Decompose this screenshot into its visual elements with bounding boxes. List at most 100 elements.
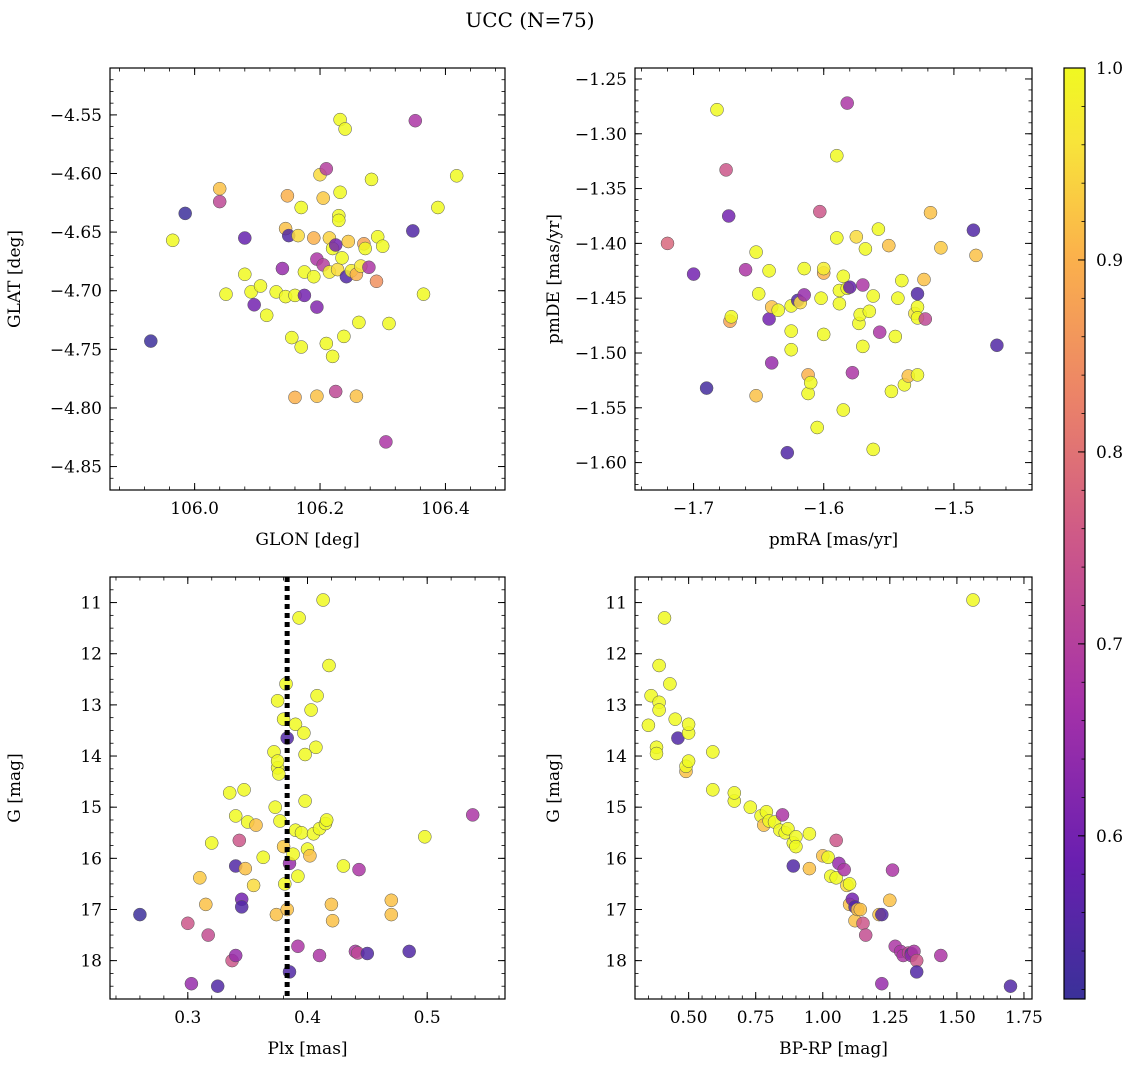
data-point xyxy=(418,830,432,844)
y-tick-label: 13 xyxy=(605,696,627,716)
points xyxy=(144,112,464,449)
data-point xyxy=(310,389,324,403)
x-tick-label: 0.3 xyxy=(174,1008,201,1028)
data-point xyxy=(842,877,857,891)
data-point xyxy=(910,287,925,301)
data-point xyxy=(294,826,309,840)
data-point xyxy=(228,809,243,823)
data-point xyxy=(212,194,227,209)
colorbar-tick-label: 0.9 xyxy=(1096,251,1123,271)
data-point xyxy=(830,148,844,163)
y-tick-label: −4.80 xyxy=(50,399,102,419)
data-point xyxy=(816,261,831,276)
x-tick-label: 106.0 xyxy=(170,499,219,519)
data-point xyxy=(866,442,880,457)
x-axis-label: BP-RP [mag] xyxy=(779,1039,888,1059)
data-point xyxy=(1003,979,1018,993)
data-point xyxy=(934,948,948,963)
data-point xyxy=(832,296,847,311)
data-point xyxy=(322,658,336,673)
y-tick-label: 11 xyxy=(605,594,627,614)
data-point xyxy=(335,251,349,265)
colorbar-tick-label: 0.6 xyxy=(1096,827,1123,847)
data-point xyxy=(743,800,758,814)
data-point xyxy=(724,310,739,324)
data-point xyxy=(253,279,268,293)
data-point xyxy=(246,878,261,893)
data-point xyxy=(382,316,396,331)
scatter-panel-3: 0.3 0.4 0.5 11 12 13 14 15 16 17 18 Plx [mas] G [mag… xyxy=(5,576,506,1059)
data-point xyxy=(649,746,664,761)
data-point xyxy=(408,113,423,128)
scatter-panel-4: 0.50 0.75 1.00 1.25 1.50 1.75 11 12 13 14 15 16 17 18… xyxy=(544,576,1043,1059)
data-point xyxy=(270,694,285,708)
data-point xyxy=(212,181,227,196)
colorbar-tick-label: 0.8 xyxy=(1096,443,1123,463)
y-tick-label: 14 xyxy=(605,747,627,767)
data-point xyxy=(268,800,282,814)
y-axis-label: G [mag] xyxy=(544,753,564,822)
data-point xyxy=(829,833,843,848)
y-tick-label: 18 xyxy=(80,952,102,972)
data-point xyxy=(810,420,824,435)
points xyxy=(641,593,1018,993)
y-tick-label: −4.55 xyxy=(50,106,102,126)
data-point xyxy=(719,163,733,177)
data-point xyxy=(837,862,851,877)
data-point xyxy=(298,747,312,762)
data-point xyxy=(238,861,253,876)
data-point xyxy=(465,808,480,822)
data-point xyxy=(721,209,736,223)
colorbar-tick-label: 1.0 xyxy=(1096,59,1123,79)
data-point xyxy=(352,862,366,877)
data-point xyxy=(259,308,274,323)
data-point xyxy=(247,298,261,312)
data-point xyxy=(298,794,312,808)
data-point xyxy=(856,278,870,292)
x-tick-label: 0.50 xyxy=(670,1008,708,1028)
data-point xyxy=(384,907,399,922)
data-point xyxy=(652,703,666,717)
x-tick-label: 1.25 xyxy=(871,1008,909,1028)
data-point xyxy=(449,169,464,183)
y-tick-label: −1.50 xyxy=(575,344,627,364)
data-point xyxy=(333,185,347,200)
data-point xyxy=(307,269,321,284)
y-tick-label: −4.70 xyxy=(50,282,102,302)
y-tick-label: 16 xyxy=(605,849,627,869)
data-point xyxy=(280,189,295,203)
x-tick-label: 0.75 xyxy=(737,1008,775,1028)
data-point xyxy=(710,102,724,117)
data-point xyxy=(384,893,399,908)
data-point xyxy=(784,324,798,338)
data-point xyxy=(802,827,817,841)
x-tick-label: −1.7 xyxy=(673,499,714,519)
data-point xyxy=(764,356,779,370)
data-point xyxy=(858,242,873,256)
points xyxy=(133,593,480,993)
data-point xyxy=(319,813,334,827)
data-point xyxy=(291,869,305,883)
points xyxy=(660,96,1004,460)
data-point xyxy=(402,944,416,959)
x-tick-label: 1.00 xyxy=(804,1008,842,1028)
x-axis-label: pmRA [mas/yr] xyxy=(769,530,898,550)
data-point xyxy=(803,375,818,390)
colorbar-tick-label: 0.7 xyxy=(1096,635,1123,655)
plot-frame xyxy=(634,576,1033,1000)
data-point xyxy=(843,280,857,294)
data-point xyxy=(910,368,925,382)
data-point xyxy=(660,236,675,251)
x-tick-label: 0.5 xyxy=(414,1008,441,1028)
data-point xyxy=(858,928,873,942)
data-point xyxy=(775,808,790,822)
data-point xyxy=(821,850,835,865)
data-point xyxy=(232,833,247,848)
data-point xyxy=(309,740,323,755)
data-point xyxy=(193,871,207,885)
data-point xyxy=(845,365,860,380)
data-point xyxy=(286,847,300,861)
data-point xyxy=(431,200,445,215)
data-point xyxy=(256,850,270,865)
data-point xyxy=(297,726,311,740)
